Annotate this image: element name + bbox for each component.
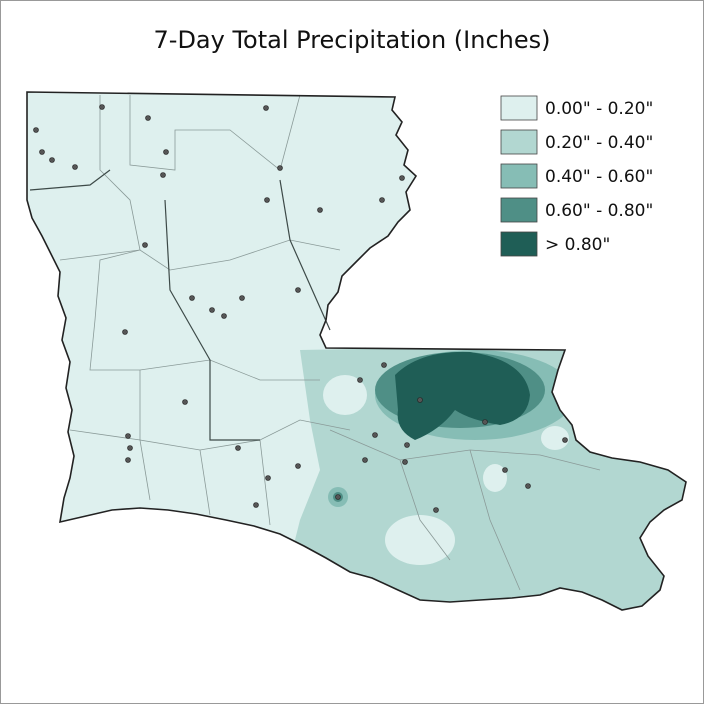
legend-label: > 0.80" bbox=[545, 235, 610, 255]
station-dot bbox=[99, 104, 105, 110]
zone-dry bbox=[483, 464, 507, 492]
station-dot bbox=[562, 437, 568, 443]
parish-line bbox=[89, 95, 320, 381]
parish-line bbox=[329, 429, 601, 591]
legend-swatch bbox=[500, 231, 538, 257]
legend-label: 0.00" - 0.20" bbox=[545, 99, 653, 119]
map-title: 7-Day Total Precipitation (Inches) bbox=[154, 26, 551, 54]
station-dot bbox=[163, 149, 169, 155]
parish-line bbox=[69, 429, 271, 526]
legend-swatch bbox=[500, 95, 538, 121]
station-dot bbox=[160, 172, 166, 178]
legend-swatch bbox=[500, 163, 538, 189]
station-dot bbox=[253, 502, 259, 508]
station-dot bbox=[235, 445, 241, 451]
station-dot bbox=[49, 157, 55, 163]
zone-dry bbox=[541, 426, 569, 450]
legend-label: 0.40" - 0.60" bbox=[545, 167, 653, 187]
station-dot bbox=[127, 445, 133, 451]
parish-line bbox=[59, 239, 341, 271]
parish-line bbox=[29, 169, 331, 441]
parish-line bbox=[139, 370, 351, 451]
station-dot bbox=[239, 295, 245, 301]
zone-high bbox=[395, 351, 530, 440]
station-dot bbox=[264, 197, 270, 203]
station-dot bbox=[122, 329, 128, 335]
station-dot bbox=[145, 115, 151, 121]
station-dot bbox=[189, 295, 195, 301]
station-dot bbox=[433, 507, 439, 513]
station-dot bbox=[209, 307, 215, 313]
station-dot bbox=[263, 105, 269, 111]
station-dot bbox=[317, 207, 323, 213]
zone-dry bbox=[385, 515, 455, 565]
station-dot bbox=[417, 397, 423, 403]
legend-label: 0.60" - 0.80" bbox=[545, 201, 653, 221]
station-dot bbox=[142, 242, 148, 248]
station-dot bbox=[125, 433, 131, 439]
station-dot bbox=[265, 475, 271, 481]
station-dot bbox=[502, 467, 508, 473]
station-dot bbox=[125, 457, 131, 463]
station-dot bbox=[399, 175, 405, 181]
station-dot bbox=[335, 494, 341, 500]
station-dot bbox=[39, 149, 45, 155]
station-dot bbox=[381, 362, 387, 368]
station-dot bbox=[357, 377, 363, 383]
legend-label: 0.20" - 0.40" bbox=[545, 133, 653, 153]
station-dot bbox=[33, 127, 39, 133]
station-dot bbox=[295, 287, 301, 293]
station-dot bbox=[182, 399, 188, 405]
station-dot bbox=[482, 419, 488, 425]
station-dot bbox=[372, 432, 378, 438]
station-dot bbox=[277, 165, 283, 171]
legend: 0.00" - 0.20" 0.20" - 0.40" 0.40" - 0.60" 0… bbox=[500, 95, 653, 257]
station-dot bbox=[379, 197, 385, 203]
stations bbox=[33, 104, 568, 513]
station-dot bbox=[525, 483, 531, 489]
station-dot bbox=[404, 442, 410, 448]
station-dot bbox=[72, 164, 78, 170]
station-dot bbox=[402, 459, 408, 465]
station-dot bbox=[362, 457, 368, 463]
station-dot bbox=[221, 313, 227, 319]
station-dot bbox=[295, 463, 301, 469]
legend-swatch bbox=[500, 129, 538, 155]
zone-dry bbox=[323, 375, 367, 415]
legend-swatch bbox=[500, 197, 538, 223]
